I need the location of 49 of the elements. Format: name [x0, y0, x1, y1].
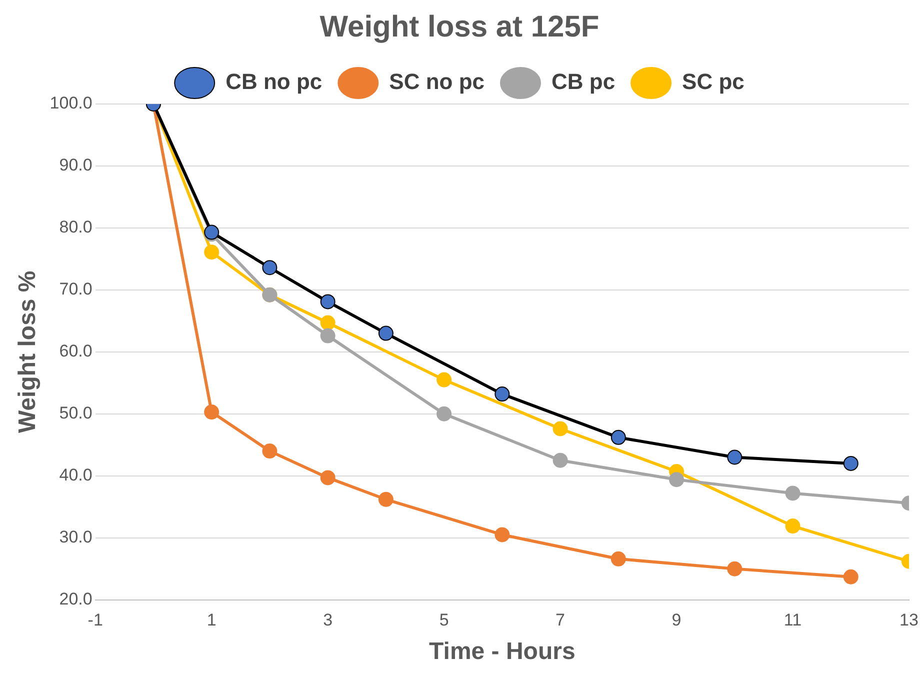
legend-label: CB no pc — [226, 69, 322, 94]
y-tick-label: 50.0 — [59, 404, 92, 423]
point — [669, 472, 684, 488]
legend-label: SC no pc — [389, 69, 484, 94]
y-tick-label: 90.0 — [59, 156, 92, 175]
point — [610, 430, 626, 445]
legend-label: SC pc — [682, 69, 744, 94]
point — [785, 486, 800, 501]
x-tick-label: 7 — [556, 610, 566, 630]
legend-label: CB pc — [551, 69, 616, 94]
point — [320, 315, 336, 330]
point — [204, 244, 220, 260]
point — [204, 404, 220, 420]
point — [785, 518, 800, 534]
x-tick-label: 9 — [672, 610, 682, 630]
y-tick-label: 60.0 — [59, 342, 92, 361]
y-tick-label: 30.0 — [59, 528, 92, 547]
point — [843, 456, 858, 471]
x-tick-label: 3 — [323, 610, 333, 630]
x-axis-title: Time - Hours — [429, 638, 576, 666]
x-tick-label: 13 — [900, 610, 918, 630]
y-tick-label: 80.0 — [59, 218, 92, 237]
point — [552, 421, 568, 436]
y-axis-title: Weight loss % — [14, 270, 42, 434]
point — [552, 452, 568, 468]
y-tick-label: 20.0 — [59, 589, 92, 608]
point — [436, 372, 452, 388]
y-tick-label: 70.0 — [59, 280, 92, 299]
x-tick-label: 5 — [439, 610, 449, 630]
point — [727, 561, 742, 576]
point — [262, 444, 278, 459]
point — [320, 328, 336, 344]
y-tick-label: 100.0 — [50, 94, 92, 113]
point — [378, 492, 394, 507]
point — [494, 386, 510, 402]
point — [436, 406, 452, 422]
point — [843, 569, 858, 584]
chart-title: Weight loss at 125F — [320, 10, 600, 44]
point — [727, 450, 742, 465]
point — [262, 260, 278, 276]
point — [320, 470, 336, 486]
y-tick-label: 40.0 — [59, 466, 92, 485]
point — [320, 294, 336, 310]
point — [610, 551, 626, 566]
point — [378, 326, 394, 341]
x-tick-label: -1 — [88, 610, 103, 630]
x-tick-label: 1 — [206, 610, 216, 630]
x-tick-label: 11 — [784, 610, 802, 630]
point — [494, 527, 510, 542]
